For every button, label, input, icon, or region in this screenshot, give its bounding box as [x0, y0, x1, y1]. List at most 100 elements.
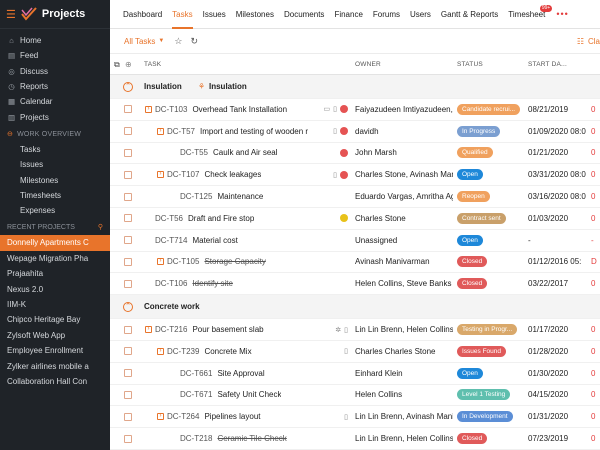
work-overview-tasks[interactable]: Tasks	[20, 144, 41, 154]
status-badge[interactable]: Open	[457, 169, 483, 181]
sidebar-item-home[interactable]: ⌂ Home	[0, 33, 110, 48]
star-icon[interactable]: ☆	[174, 35, 183, 46]
menu-icon[interactable]: ☰	[6, 8, 16, 21]
expand-subtasks-icon[interactable]: ›	[157, 413, 164, 421]
recent-project-item[interactable]: Collaboration Hall Con	[7, 376, 88, 386]
table-row[interactable]: › DC-T57 Import and testing of wooden r ▯ da…	[110, 121, 600, 143]
table-row[interactable]: DC-T106 Identify site Helen Collins, Steve…	[110, 273, 600, 296]
bug-icon[interactable]: ✲	[335, 326, 342, 334]
table-row[interactable]: DC-T56 Draft and Fire stop Charles Stone Co…	[110, 208, 600, 230]
task-name[interactable]: Pipelines layout	[204, 412, 261, 422]
table-row[interactable]: › DC-T107 Check leakages ▯ Charles Stone, Av…	[110, 164, 600, 187]
tab-gantt-reports[interactable]: Gantt & Reports	[441, 0, 498, 29]
table-row[interactable]: › DC-T103 Overhead Tank Installation ▭ ▯ Faiy…	[110, 99, 600, 121]
sidebar-item-discuss[interactable]: ◎ Discuss	[0, 64, 110, 79]
tab-tasks[interactable]: Tasks	[172, 0, 194, 29]
task-name[interactable]: Safety Unit Check	[217, 390, 282, 400]
task-name[interactable]: Ceramic Tile Check	[217, 434, 287, 444]
status-badge[interactable]: In Progress	[457, 125, 501, 137]
row-checkbox[interactable]	[124, 257, 132, 266]
task-id[interactable]: DC-T57	[167, 126, 196, 136]
task-owner[interactable]: Faiyazudeen Imtiyazudeen, H	[355, 104, 453, 114]
table-row[interactable]: › DC-T264 Pipelines layout ▯ Lin Lin Brenn, …	[110, 406, 600, 429]
tab-issues[interactable]: Issues	[203, 0, 226, 29]
table-row[interactable]: DC-T218 Ceramic Tile Check Lin Lin Brenn, …	[110, 428, 600, 450]
row-checkbox[interactable]	[124, 192, 132, 201]
task-owner[interactable]: John Marsh	[355, 148, 397, 158]
table-row[interactable]: DC-T661 Site Approval Einhard Klein Open 01/…	[110, 363, 600, 385]
status-badge[interactable]: Closed	[457, 278, 488, 290]
view-selector[interactable]: All Tasks ▼	[124, 37, 164, 46]
column-settings-icon[interactable]: ⧉	[114, 59, 120, 69]
task-owner[interactable]: Eduardo Vargas, Amritha Agra	[355, 192, 453, 202]
group-header[interactable]: ⌃ Concrete work	[110, 295, 600, 320]
task-name[interactable]: Identify site	[192, 279, 233, 289]
recent-project-item[interactable]: Chipco Heritage Bay	[7, 315, 81, 325]
recent-project-item[interactable]: Zylsoft Web App	[7, 330, 66, 340]
task-name[interactable]: Maintenance	[217, 192, 264, 202]
sidebar-item-projects[interactable]: ▥ Projects	[0, 109, 110, 124]
recent-project-item[interactable]: Prajaahita	[7, 269, 44, 279]
task-owner[interactable]: Lin Lin Brenn, Helen Collins	[355, 325, 453, 335]
row-checkbox[interactable]	[124, 412, 132, 421]
task-id[interactable]: DC-T125	[180, 192, 213, 202]
header-owner[interactable]: OWNER	[355, 61, 381, 68]
table-row[interactable]: DC-T125 Maintenance Eduardo Vargas, Amrith…	[110, 186, 600, 208]
task-id[interactable]: DC-T55	[180, 148, 209, 158]
status-badge[interactable]: Issues Found	[457, 345, 507, 357]
task-id[interactable]: DC-T107	[167, 170, 200, 180]
table-row[interactable]: DC-T55 Caulk and Air seal John Marsh Qualif…	[110, 143, 600, 165]
table-row[interactable]: › DC-T239 Concrete Mix ▯ Charles Charles Sto…	[110, 341, 600, 363]
table-row[interactable]: DC-T671 Safety Unit Check Helen Collins Lev…	[110, 385, 600, 407]
task-id[interactable]: DC-T105	[167, 257, 200, 267]
work-overview-milestones[interactable]: Milestones	[20, 175, 59, 185]
work-overview-timesheets[interactable]: Timesheets	[20, 190, 62, 200]
task-owner[interactable]: Lin Lin Brenn, Avinash Maniv	[355, 412, 453, 422]
row-checkbox[interactable]	[124, 127, 132, 136]
table-row[interactable]: › DC-T216 Pour basement slab ✲ ▯ Lin Lin Bren…	[110, 319, 600, 341]
status-badge[interactable]: Level 1 Testing	[457, 389, 511, 401]
status-badge[interactable]: Candidate recrui...	[457, 103, 520, 115]
status-badge[interactable]: Reopen	[457, 191, 490, 203]
task-owner[interactable]: Avinash Manivarman	[355, 257, 430, 267]
work-overview-header[interactable]: ⊖ WORK OVERVIEW	[0, 127, 110, 142]
work-overview-expenses[interactable]: Expenses	[20, 206, 56, 216]
task-id[interactable]: DC-T714	[155, 235, 188, 245]
recent-project-item[interactable]: Zylker airlines mobile a	[7, 361, 89, 371]
task-name[interactable]: Check leakages	[204, 170, 262, 180]
task-id[interactable]: DC-T106	[155, 279, 188, 289]
expand-subtasks-icon[interactable]: ›	[145, 105, 152, 113]
task-owner[interactable]: Unassigned	[355, 235, 398, 245]
task-owner[interactable]: Charles Stone, Avinash Maniv	[355, 170, 453, 180]
sidebar-item-calendar[interactable]: ▦ Calendar	[0, 94, 110, 109]
header-task[interactable]: TASK	[144, 61, 162, 68]
task-id[interactable]: DC-T661	[180, 368, 213, 378]
row-checkbox[interactable]	[124, 369, 132, 378]
row-checkbox[interactable]	[124, 325, 132, 334]
tab-finance[interactable]: Finance	[334, 0, 362, 29]
row-checkbox[interactable]	[124, 347, 132, 356]
task-id[interactable]: DC-T264	[167, 412, 200, 422]
expand-subtasks-icon[interactable]: ›	[157, 127, 164, 135]
tab-dashboard[interactable]: Dashboard	[123, 0, 162, 29]
task-name[interactable]: Material cost	[192, 235, 238, 245]
table-row[interactable]: DC-T714 Material cost Unassigned Open - -	[110, 230, 600, 252]
status-badge[interactable]: Open	[457, 367, 483, 379]
search-icon[interactable]: ⚲	[97, 224, 103, 232]
row-checkbox[interactable]	[124, 434, 132, 443]
row-checkbox[interactable]	[124, 236, 132, 245]
header-status[interactable]: STATUS	[457, 61, 483, 68]
sidebar-item-reports[interactable]: ◷ Reports	[0, 79, 110, 94]
more-icon[interactable]: •••	[556, 9, 569, 19]
tab-milestones[interactable]: Milestones	[236, 0, 274, 29]
task-owner[interactable]: davidh	[355, 126, 379, 136]
refresh-icon[interactable]: ↻	[190, 35, 198, 46]
status-badge[interactable]: Closed	[457, 433, 488, 445]
doc-icon[interactable]: ▯	[344, 348, 348, 356]
task-name[interactable]: Caulk and Air seal	[213, 148, 278, 158]
task-name[interactable]: Pour basement slab	[192, 325, 264, 335]
table-row[interactable]: › DC-T105 Storage Capacity Avinash Manivarm…	[110, 252, 600, 274]
task-id[interactable]: DC-T103	[155, 104, 188, 114]
tab-documents[interactable]: Documents	[284, 0, 324, 29]
doc-icon[interactable]: ▯	[344, 413, 348, 421]
